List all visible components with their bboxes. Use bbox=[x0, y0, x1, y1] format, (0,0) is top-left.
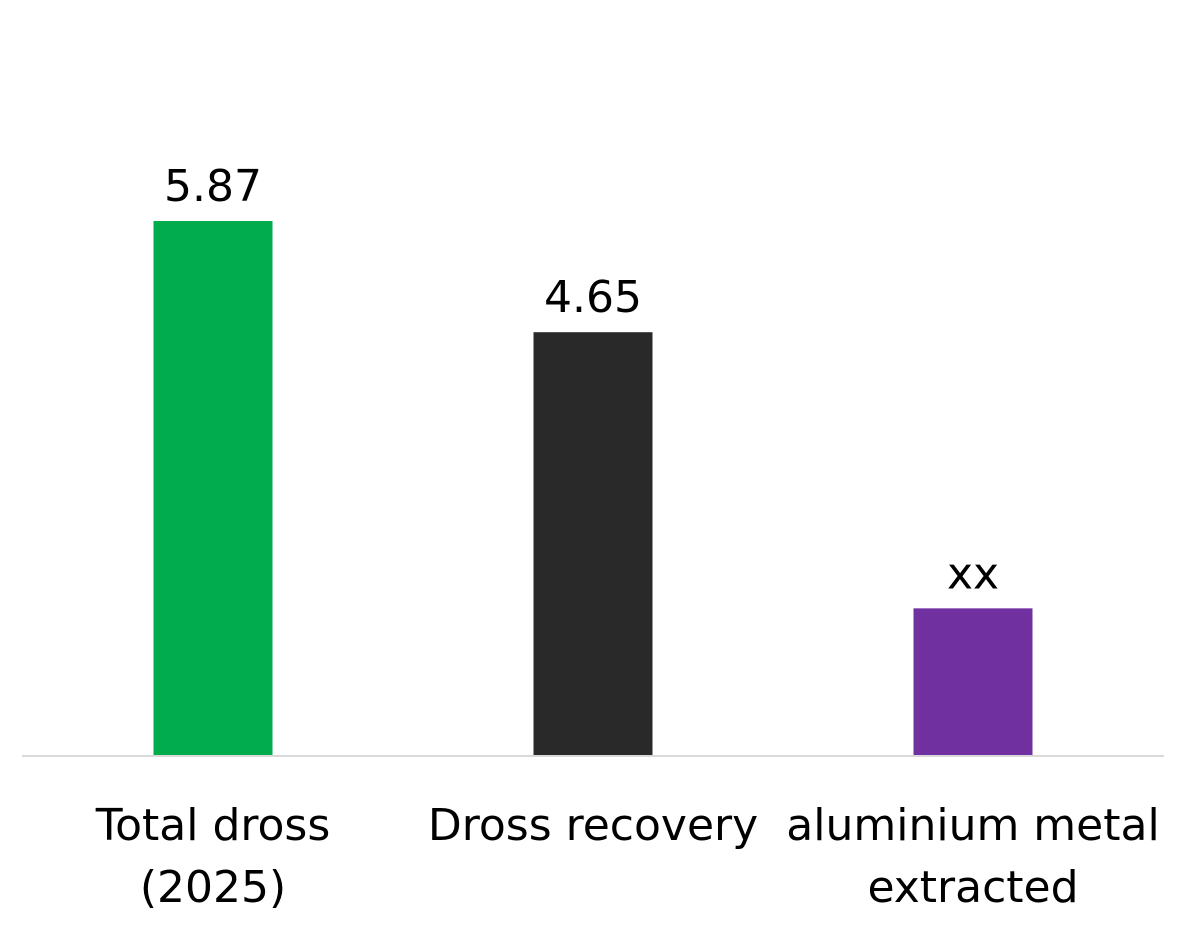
category-label-total-dross-2025-line-1: Total dross bbox=[95, 800, 331, 851]
category-label-total-dross-2025-line-2: (2025) bbox=[140, 862, 286, 913]
category-labels-group: Total dross (2025) Dross recovery aluminium… bbox=[95, 800, 1160, 913]
bar-dross-recovery bbox=[533, 332, 653, 756]
value-labels-group: 5.87 4.65 xx bbox=[164, 161, 999, 599]
bar-aluminium-metal-extracted bbox=[913, 608, 1033, 756]
category-label-dross-recovery: Dross recovery bbox=[428, 800, 758, 851]
category-label-aluminium-metal-extracted-line-2: extracted bbox=[867, 862, 1078, 913]
category-label-aluminium-metal-extracted-line-1: aluminium metal bbox=[786, 800, 1159, 851]
data-label-total-dross-2025: 5.87 bbox=[164, 161, 262, 212]
bar-total-dross-2025 bbox=[153, 221, 273, 756]
bars-group bbox=[153, 221, 1033, 756]
data-label-dross-recovery: 4.65 bbox=[544, 272, 642, 323]
data-label-aluminium-metal-extracted: xx bbox=[947, 548, 999, 599]
